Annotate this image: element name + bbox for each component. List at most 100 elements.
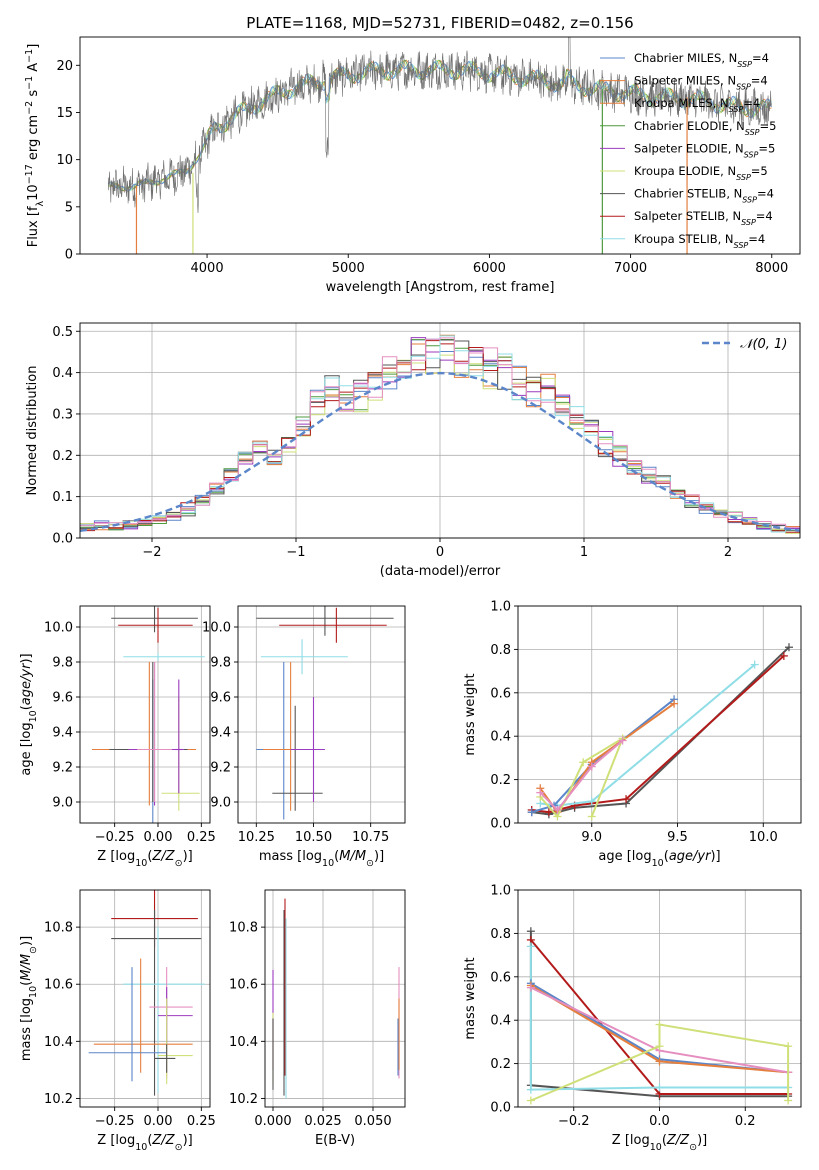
axes-frame: [237, 605, 406, 824]
x-tick-label: 0.000: [254, 1114, 291, 1129]
legend-residuals: 𝒩(0, 1): [702, 337, 787, 352]
errorbar: [92, 662, 197, 806]
errorbar: [279, 607, 387, 643]
y-axis-label: mass weight: [463, 957, 478, 1039]
y-tick-label: 9.4: [210, 726, 231, 741]
y-tick-label: 0.6: [490, 970, 511, 985]
errorbar: [158, 987, 193, 1045]
x-tick-label: −1: [286, 545, 305, 560]
y-tick-label: 10.8: [44, 921, 73, 936]
weight-marker: [779, 651, 788, 660]
weight-marker: [622, 795, 631, 804]
plot-area: [527, 643, 793, 821]
x-tick-label: 0.050: [354, 1114, 391, 1129]
x-tick-label: −0.25: [95, 1114, 135, 1129]
weight-series-line: [539, 702, 675, 814]
y-tick-label: 9.6: [52, 691, 73, 706]
errorbar: [290, 697, 325, 802]
x-tick-label: −0.25: [95, 830, 135, 845]
axes-age-vs-Z: −0.25 0.00 0.25 9.0 9.2 9.4 9.6 9.8 10.0 Z [log10…: [19, 605, 216, 869]
legend-label: Kroupa ELODIE, NSSP=5: [634, 164, 768, 182]
x-tick-label: 1: [580, 545, 588, 560]
x-tick-label: 0: [436, 545, 444, 560]
y-tick-label: 10.0: [44, 621, 73, 636]
x-tick-label: 0.00: [144, 830, 173, 845]
legend-spectrum: Chabrier MILES, NSSP=4 Salpeter MILES, NS…: [600, 51, 776, 249]
weight-marker: [750, 660, 759, 669]
errorbar: [118, 607, 193, 643]
grid-lines: [238, 606, 405, 823]
axes-residuals: −2 −1 0 1 2 0.0 0.1 0.2 0.3 0.4 0.5 (data-model)/er…: [25, 322, 801, 579]
errorbar: [161, 697, 200, 811]
legend-label: Salpeter MILES, NSSP=4: [634, 74, 768, 92]
weight-series-line: [529, 946, 789, 1091]
y-tick-label: 0.6: [490, 686, 511, 701]
errorbar: [92, 679, 188, 823]
legend-label: Chabrier STELIB, NSSP=4: [634, 187, 774, 205]
axes-frame: [264, 889, 406, 1108]
axes-spectrum: 4000 5000 6000 7000 8000 0 5 10 15 20 wavelength […: [24, 36, 801, 295]
y-tick-label: 9.2: [210, 761, 231, 776]
weight-marker: [526, 1096, 535, 1105]
weight-marker: [553, 805, 562, 814]
errorbar: [260, 639, 348, 675]
weight-marker: [784, 1042, 793, 1051]
x-tick-label: 10.75: [352, 830, 389, 845]
weight-marker: [526, 927, 535, 936]
weight-marker: [670, 699, 679, 708]
x-tick-label: 0.00: [144, 1114, 173, 1129]
x-tick-label: 2: [724, 545, 732, 560]
y-tick-label: 0.4: [490, 1014, 511, 1029]
y-axis-label: Normed distribution: [25, 366, 40, 496]
x-tick-label: −2: [142, 545, 161, 560]
x-tick-label: −0.2: [558, 1114, 590, 1129]
page-title: PLATE=1168, MJD=52731, FIBERID=0482, z=0…: [246, 14, 633, 32]
axes-frame: [79, 605, 211, 824]
y-tick-label: 9.0: [210, 796, 231, 811]
x-axis-label: wavelength [Angstrom, rest frame]: [326, 280, 555, 295]
x-tick-label: 0.25: [187, 830, 216, 845]
histogram-step: [80, 337, 800, 528]
y-tick-label: 0.0: [490, 1101, 511, 1116]
weight-marker: [587, 797, 596, 806]
y-tick-label: 1.0: [490, 884, 511, 899]
errorbar: [263, 662, 314, 811]
legend-label: Kroupa MILES, NSSP=4: [634, 96, 760, 114]
y-tick-label: 9.0: [52, 796, 73, 811]
y-tick-label: 9.8: [210, 656, 231, 671]
weight-marker: [587, 762, 596, 771]
grid-lines: [80, 890, 210, 1107]
weight-marker: [655, 1057, 664, 1066]
x-axis-label: Z [log10(Z/Z⊙)]: [97, 1133, 192, 1153]
x-tick-label: 10.0: [749, 830, 778, 845]
weight-marker: [655, 1083, 664, 1092]
plot-area: [80, 334, 800, 534]
y-tick-label: 10: [56, 153, 73, 168]
axes-frame: [79, 889, 211, 1108]
errorbar: [128, 662, 184, 806]
axes-mass-vs-ebv: 0.000 0.025 0.050 10.2 10.4 10.6 10.8 E(B-V): [229, 889, 406, 1148]
plot-area: [526, 927, 793, 1105]
errorbar: [154, 1044, 176, 1073]
legend-label: 𝒩(0, 1): [740, 337, 787, 352]
errorbar: [111, 909, 202, 1096]
normal-curve: [80, 371, 800, 532]
y-tick-label: 10.2: [229, 1092, 258, 1107]
y-tick-label: 10.4: [229, 1035, 258, 1050]
y-tick-label: 10.0: [202, 621, 231, 636]
errorbar: [272, 705, 323, 811]
weight-marker: [655, 1042, 664, 1051]
errorbar: [123, 653, 205, 661]
weight-marker: [526, 1085, 535, 1094]
y-tick-label: 0.0: [490, 817, 511, 832]
y-axis-label: mass [log10(M/M⊙)]: [19, 936, 39, 1061]
plot-area: [107, 37, 772, 254]
x-tick-label: 10.25: [238, 830, 275, 845]
errorbar: [93, 958, 193, 1073]
data-spectrum-line: [107, 37, 772, 214]
y-tick-label: 0.4: [52, 366, 73, 381]
legend-label: Chabrier MILES, NSSP=4: [634, 51, 769, 69]
y-tick-label: 0: [65, 248, 73, 263]
y-axis-label: age [log10(age/yr)]: [19, 653, 39, 775]
